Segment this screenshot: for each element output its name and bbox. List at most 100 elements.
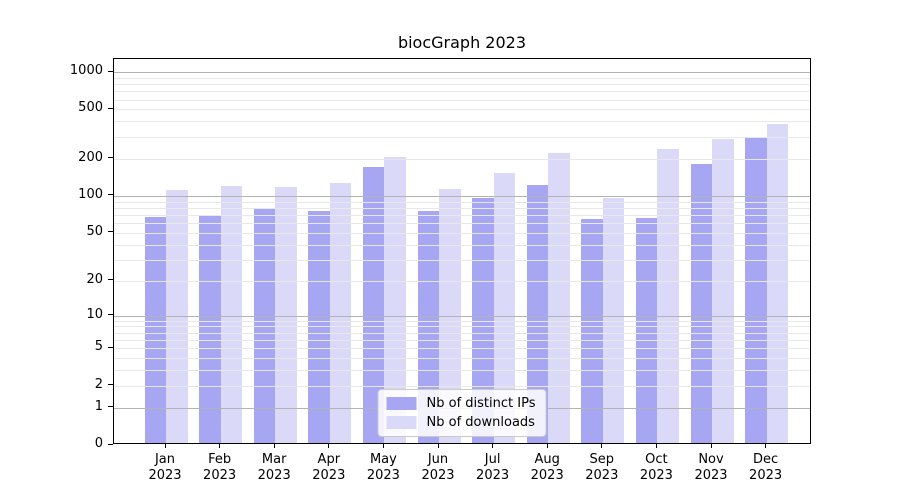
y-tick-label-0: 0 (94, 436, 103, 451)
gridline-1000 (114, 72, 810, 74)
gridline-8 (114, 326, 810, 328)
y-tick-label-1: 1 (94, 398, 103, 414)
gridline-90 (114, 201, 810, 203)
gridline-80 (114, 207, 810, 209)
bar-feb-downloads (220, 185, 243, 443)
x-tick-label-oct: Oct 2023 (639, 452, 673, 483)
gridline-700 (114, 91, 810, 93)
y-tick-50 (108, 231, 113, 233)
x-tick-aug (546, 444, 548, 448)
plot-area: Nb of distinct IPs Nb of downloads (113, 58, 811, 444)
gridline-400 (114, 121, 810, 123)
bar-sep-distinct-ips (581, 219, 603, 443)
y-tick-label-200: 200 (78, 149, 103, 165)
bar-aug-distinct-ips (526, 185, 549, 443)
x-tick-label-jul: Jul 2023 (476, 452, 510, 483)
bar-jul-downloads (493, 172, 516, 443)
x-tick-dec (765, 444, 767, 448)
x-tick-label-apr: Apr 2023 (312, 452, 346, 483)
y-tick-5 (108, 346, 113, 348)
legend-label-downloads: Nb of downloads (426, 415, 535, 430)
gridline-4 (114, 358, 810, 360)
x-tick-nov (710, 444, 712, 448)
gridline-100 (114, 195, 810, 197)
x-tick-may (382, 444, 384, 448)
y-tick-label-100: 100 (78, 186, 103, 202)
y-tick-200 (108, 157, 113, 159)
x-tick-oct (655, 444, 657, 448)
legend-swatch-distinct-ips (386, 397, 417, 410)
bar-dec-distinct-ips (745, 136, 767, 443)
x-tick-label-dec: Dec 2023 (749, 452, 783, 483)
bar-oct-distinct-ips (635, 217, 658, 443)
bar-oct-downloads (657, 149, 679, 443)
gridline-7 (114, 332, 810, 334)
y-tick-label-5: 5 (94, 339, 103, 355)
x-tick-sep (601, 444, 603, 448)
y-tick-100 (108, 194, 113, 196)
legend-label-distinct-ips: Nb of distinct IPs (426, 396, 536, 411)
y-tick-1 (108, 406, 113, 408)
bar-jan-distinct-ips (144, 216, 166, 443)
x-tick-label-mar: Mar 2023 (257, 452, 291, 483)
x-tick-jan (164, 444, 166, 448)
y-tick-label-50: 50 (86, 223, 103, 239)
x-tick-mar (273, 444, 275, 448)
x-tick-label-nov: Nov 2023 (694, 452, 728, 483)
gridline-2 (114, 385, 810, 387)
gridline-30 (114, 259, 810, 261)
y-tick-1000 (108, 70, 113, 72)
gridline-200 (114, 158, 810, 160)
y-tick-label-10: 10 (86, 306, 103, 322)
legend-item-distinct-ips: Nb of distinct IPs (386, 396, 536, 411)
x-tick-label-jan: Jan 2023 (148, 452, 182, 483)
x-tick-feb (219, 444, 221, 448)
x-tick-apr (328, 444, 330, 448)
gridline-300 (114, 136, 810, 138)
gridline-20 (114, 280, 810, 282)
x-tick-label-jun: Jun 2023 (421, 452, 455, 483)
legend: Nb of distinct IPs Nb of downloads (377, 389, 547, 437)
y-tick-0 (108, 443, 113, 445)
y-tick-label-20: 20 (86, 271, 103, 287)
gridline-40 (114, 244, 810, 246)
gridline-5 (114, 348, 810, 350)
bar-dec-downloads (766, 123, 789, 443)
bar-apr-downloads (329, 183, 352, 443)
gridline-60 (114, 223, 810, 225)
x-tick-label-aug: Aug 2023 (530, 452, 564, 483)
x-tick-jun (437, 444, 439, 448)
gridline-6 (114, 339, 810, 341)
gridline-10 (114, 315, 810, 317)
y-tick-10 (108, 314, 113, 316)
gridline-70 (114, 214, 810, 216)
x-tick-label-may: May 2023 (366, 452, 400, 483)
bar-may-distinct-ips (362, 167, 385, 443)
chart-title: biocGraph 2023 (397, 33, 527, 52)
bar-may-downloads (384, 157, 406, 443)
x-tick-label-sep: Sep 2023 (585, 452, 619, 483)
legend-swatch-downloads (386, 416, 417, 429)
bar-nov-distinct-ips (690, 163, 712, 443)
y-tick-label-2: 2 (94, 376, 103, 392)
bar-nov-downloads (712, 138, 734, 443)
bar-jul-distinct-ips (472, 198, 494, 443)
y-tick-2 (108, 384, 113, 386)
gridline-9 (114, 320, 810, 322)
legend-item-downloads: Nb of downloads (386, 415, 536, 430)
bar-mar-downloads (275, 187, 297, 443)
gridline-800 (114, 84, 810, 86)
y-tick-20 (108, 279, 113, 281)
y-tick-label-1000: 1000 (69, 63, 103, 79)
x-tick-jul (492, 444, 494, 448)
gridline-900 (114, 77, 810, 79)
gridline-500 (114, 109, 810, 111)
bar-mar-distinct-ips (253, 208, 276, 443)
x-tick-label-feb: Feb 2023 (203, 452, 237, 483)
bar-sep-downloads (602, 198, 625, 443)
gridline-50 (114, 232, 810, 234)
gridline-3 (114, 370, 810, 372)
bar-feb-distinct-ips (199, 215, 221, 443)
y-tick-label-500: 500 (78, 100, 103, 116)
